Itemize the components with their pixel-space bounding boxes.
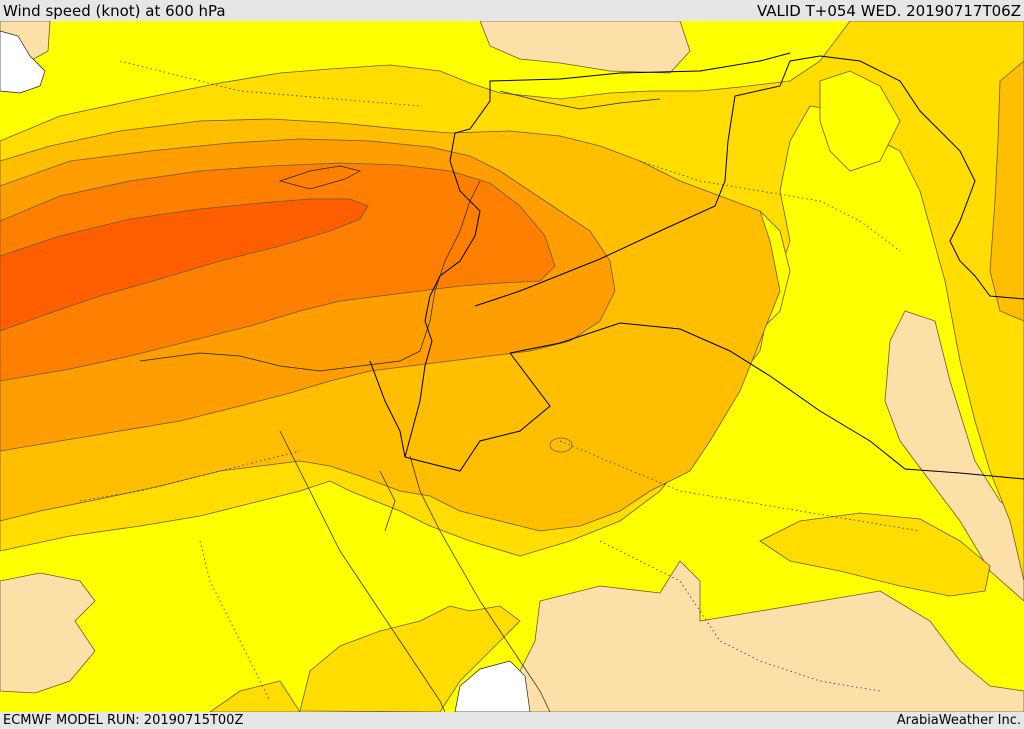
band-red-orange	[0, 198, 369, 332]
band-amber-blob	[549, 437, 573, 453]
border-iran-iraq	[819, 55, 1024, 300]
band-gold-southeast	[759, 512, 991, 597]
valid-time: VALID T+054 WED. 20190717T06Z	[756, 2, 1021, 20]
provincial-boundaries-5	[119, 60, 421, 107]
credit-text: ArabiaWeather Inc.	[896, 713, 1021, 728]
land-gap-south	[454, 660, 531, 712]
provincial-boundaries-6	[199, 540, 271, 702]
coastline-black-sea	[499, 90, 661, 110]
map-header: Wind speed (knot) at 600 hPa VALID T+054…	[0, 0, 1024, 21]
band-lightest-north	[479, 21, 691, 74]
band-gold-southwest	[209, 680, 301, 712]
wind-speed-field	[0, 21, 1024, 712]
coastline-gulf-of-suez	[379, 470, 396, 532]
provincial-boundaries-1	[79, 450, 301, 502]
band-lightest-west	[0, 572, 96, 694]
border-levant	[404, 132, 481, 458]
band-amber-east	[989, 60, 1024, 322]
coastline-mediterranean	[139, 180, 481, 372]
border-syria-turkey	[454, 52, 791, 134]
border-jordan-saudi	[404, 352, 551, 472]
coastline-cyprus	[278, 165, 361, 190]
coastline-red-sea-east	[409, 455, 551, 712]
provincial-boundaries-3	[639, 160, 901, 252]
model-run: ECMWF MODEL RUN: 20190715T00Z	[3, 713, 244, 728]
border-egypt-israel	[369, 360, 406, 458]
border-saudi-iraq	[509, 322, 1024, 480]
border-jordan-iraq	[474, 55, 821, 307]
map-footer: ECMWF MODEL RUN: 20190715T00Z ArabiaWeat…	[0, 712, 1024, 729]
land-gap-northwest	[0, 30, 46, 94]
coastline-red-sea-west	[279, 430, 446, 712]
band-yellow-northeast	[819, 70, 901, 172]
map-title: Wind speed (knot) at 600 hPa	[3, 2, 226, 20]
wind-speed-map	[0, 21, 1024, 712]
band-lightest-east	[884, 310, 1024, 602]
